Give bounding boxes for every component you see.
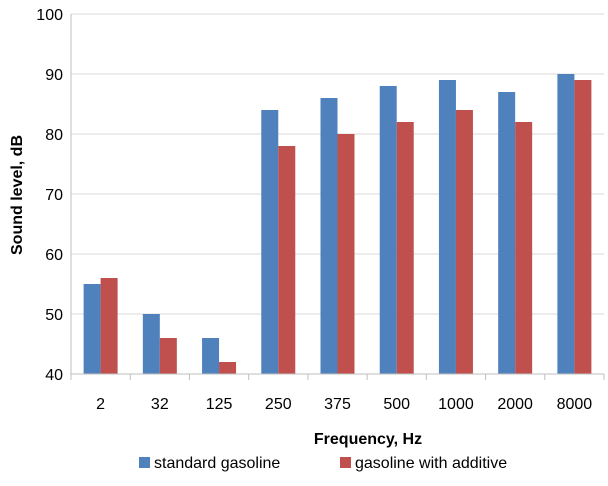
y-tick-label: 70 bbox=[45, 187, 63, 204]
legend: standard gasoline gasoline with additive bbox=[139, 455, 507, 472]
bar-gasoline-with-additive-1000 bbox=[455, 110, 473, 374]
bar-standard-gasoline-2000 bbox=[498, 92, 516, 374]
x-tick-label: 125 bbox=[206, 396, 233, 413]
bar-gasoline-with-additive-375 bbox=[337, 134, 355, 374]
y-tick-label: 50 bbox=[45, 307, 63, 324]
bar-gasoline-with-additive-8000 bbox=[574, 80, 592, 374]
axes bbox=[70, 14, 605, 380]
x-tick-label: 1000 bbox=[438, 396, 474, 413]
legend-label: standard gasoline bbox=[154, 455, 280, 472]
x-tick-labels: 2 32 125 250 375 500 1000 2000 8000 bbox=[96, 396, 592, 413]
bar-standard-gasoline-1000 bbox=[438, 80, 456, 374]
bar-gasoline-with-additive-2 bbox=[100, 278, 118, 374]
bar-standard-gasoline-500 bbox=[379, 86, 397, 374]
bar-gasoline-with-additive-2000 bbox=[515, 122, 533, 374]
y-tick-label: 80 bbox=[45, 127, 63, 144]
bar-standard-gasoline-32 bbox=[142, 314, 160, 374]
y-tick-label: 40 bbox=[45, 367, 63, 384]
x-tick-label: 375 bbox=[324, 396, 351, 413]
y-tick-label: 100 bbox=[36, 7, 63, 24]
y-axis-title: Sound level, dB bbox=[9, 135, 26, 255]
legend-label: gasoline with additive bbox=[355, 455, 507, 472]
legend-swatch bbox=[139, 457, 150, 468]
y-tick-labels: 40 50 60 70 80 90 100 bbox=[36, 7, 63, 384]
legend-item: standard gasoline bbox=[139, 455, 280, 472]
bar-gasoline-with-additive-125 bbox=[219, 362, 237, 374]
bar-standard-gasoline-8000 bbox=[557, 74, 575, 374]
y-tick-label: 60 bbox=[45, 247, 63, 264]
x-tick-label: 500 bbox=[383, 396, 410, 413]
x-axis-title: Frequency, Hz bbox=[314, 431, 422, 448]
bar-standard-gasoline-375 bbox=[320, 98, 338, 374]
bar-gasoline-with-additive-250 bbox=[278, 146, 296, 374]
bar-standard-gasoline-2 bbox=[83, 284, 101, 374]
x-tick-label: 32 bbox=[151, 396, 169, 413]
x-tick-label: 2 bbox=[96, 396, 105, 413]
x-tick-label: 250 bbox=[265, 396, 292, 413]
legend-item: gasoline with additive bbox=[340, 455, 507, 472]
y-tick-label: 90 bbox=[45, 67, 63, 84]
x-tick-label: 2000 bbox=[497, 396, 533, 413]
bar-standard-gasoline-250 bbox=[261, 110, 279, 374]
bar-gasoline-with-additive-32 bbox=[159, 338, 177, 374]
bar-standard-gasoline-125 bbox=[202, 338, 220, 374]
x-tick-label: 8000 bbox=[557, 396, 593, 413]
bars bbox=[83, 74, 592, 374]
legend-swatch bbox=[340, 457, 351, 468]
bar-gasoline-with-additive-500 bbox=[396, 122, 414, 374]
